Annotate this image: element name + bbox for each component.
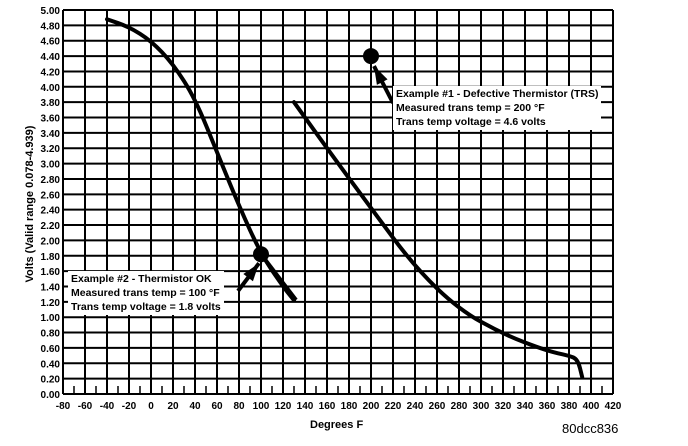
- y-tick-label: 3.00: [41, 160, 61, 171]
- y-tick-label: 5.00: [41, 6, 61, 17]
- x-tick-label: 400: [583, 401, 600, 412]
- annotation-example-2: Example #2 - Thermistor OK Measured tran…: [68, 271, 224, 315]
- x-tick-label: 100: [253, 401, 270, 412]
- y-axis-label: Volts (Valid range 0.078-4.939): [24, 125, 36, 283]
- y-tick-label: 3.80: [41, 98, 61, 109]
- y-tick-label: 2.60: [41, 190, 61, 201]
- x-tick-label: 420: [605, 401, 622, 412]
- x-tick-label: 20: [167, 401, 179, 412]
- x-tick-label: 300: [473, 401, 490, 412]
- y-tick-label: 3.60: [41, 114, 61, 125]
- x-tick-label: 120: [275, 401, 292, 412]
- annotation-line: Measured trans temp = 100 °F: [71, 287, 220, 299]
- x-tick-label: 240: [407, 401, 424, 412]
- y-tick-label: 2.20: [41, 221, 61, 232]
- y-tick-label: 3.20: [41, 144, 61, 155]
- data-point-example-2: [253, 246, 269, 263]
- y-tick-label: 4.60: [41, 37, 61, 48]
- x-tick-label: 320: [495, 401, 512, 412]
- x-tick-label: 200: [363, 401, 380, 412]
- annotation-line: Trans temp voltage = 1.8 volts: [71, 301, 221, 313]
- y-tick-label: 4.80: [41, 21, 61, 32]
- y-tick-label: 4.00: [41, 83, 61, 94]
- data-point-example-1: [363, 48, 379, 65]
- x-tick-label: 80: [233, 401, 245, 412]
- y-tick-label: 1.20: [41, 298, 61, 309]
- y-tick-label: 4.40: [41, 52, 61, 63]
- x-tick-label: 220: [385, 401, 402, 412]
- x-tick-label: 380: [561, 401, 578, 412]
- y-tick-label: 0.80: [41, 329, 61, 340]
- x-tick-label: -40: [100, 401, 115, 412]
- figure-code: 80dcc836: [562, 421, 619, 436]
- y-tick-label: 1.00: [41, 313, 61, 324]
- y-tick-label: 1.40: [41, 282, 61, 293]
- x-tick-label: 260: [429, 401, 446, 412]
- x-tick-label: 140: [297, 401, 314, 412]
- y-tick-label: 0.40: [41, 359, 61, 370]
- y-tick-label: 3.40: [41, 129, 61, 140]
- y-tick-label: 2.00: [41, 236, 61, 247]
- annotation-arrow: [259, 253, 298, 302]
- y-tick-label: 0.60: [41, 344, 61, 355]
- arrow-head: [374, 66, 388, 85]
- series-line-curve-high-range: [292, 100, 585, 380]
- x-axis-label: Degrees F: [310, 419, 364, 431]
- y-tick-label: 2.80: [41, 175, 61, 186]
- x-tick-label: -80: [56, 401, 71, 412]
- y-tick-label: 0.00: [41, 390, 61, 401]
- x-tick-label: 0: [148, 401, 154, 412]
- annotation-line: Example #1 - Defective Thermistor (TRS): [396, 88, 599, 100]
- y-tick-label: 1.60: [41, 267, 61, 278]
- annotation-line: Trans temp voltage = 4.6 volts: [396, 116, 546, 128]
- x-tick-label: 160: [319, 401, 336, 412]
- y-tick-label: 1.80: [41, 252, 61, 263]
- x-tick-label: 280: [451, 401, 468, 412]
- x-tick-label: -20: [122, 401, 137, 412]
- annotation-example-1: Example #1 - Defective Thermistor (TRS) …: [393, 86, 602, 130]
- x-tick-label: 360: [539, 401, 556, 412]
- x-tick-label: 40: [189, 401, 201, 412]
- y-tick-label: 4.20: [41, 67, 61, 78]
- x-tick-label: 180: [341, 401, 358, 412]
- annotation-line: Measured trans temp = 200 °F: [396, 102, 545, 114]
- x-tick-label: 340: [517, 401, 534, 412]
- x-tick-label: -60: [78, 401, 93, 412]
- arrow-head: [243, 263, 259, 282]
- x-tick-label: 60: [211, 401, 223, 412]
- y-tick-label: 0.20: [41, 375, 61, 386]
- annotation-line: Example #2 - Thermistor OK: [71, 273, 212, 285]
- y-tick-label: 2.40: [41, 206, 61, 217]
